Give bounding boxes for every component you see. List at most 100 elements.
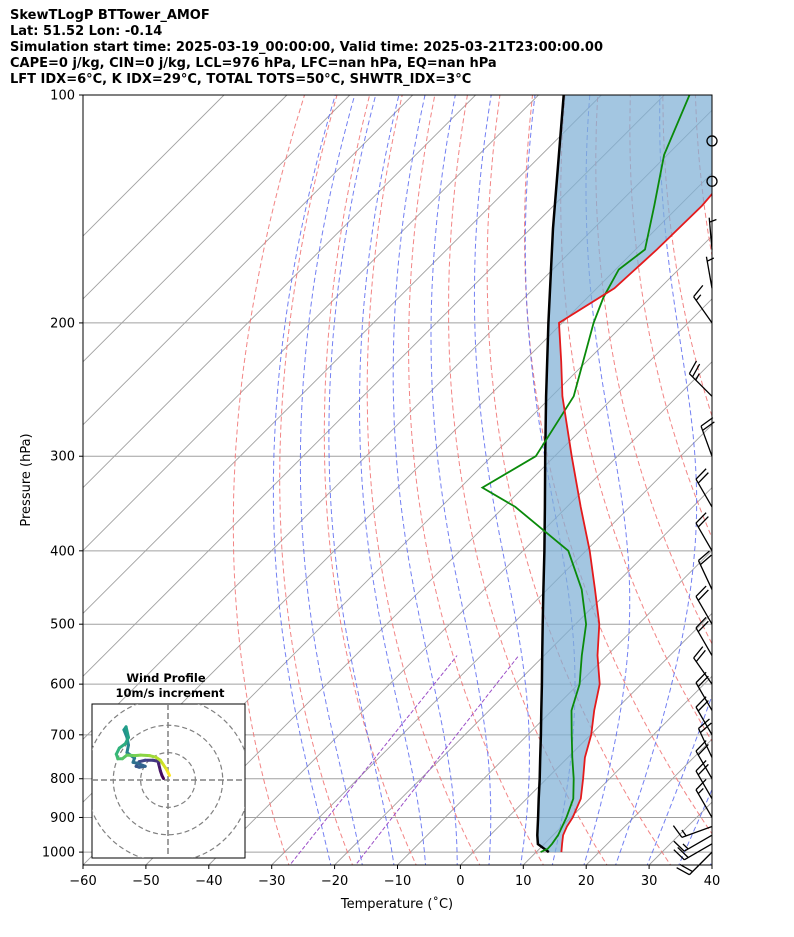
cape-area bbox=[537, 95, 712, 853]
wind-barb-staff bbox=[695, 522, 713, 552]
wind-barb-flag bbox=[695, 649, 706, 663]
x-axis-label: Temperature (˚C) bbox=[340, 896, 453, 912]
moist-adiabat-20 bbox=[583, 95, 631, 865]
hodograph-segment bbox=[124, 725, 130, 739]
y-tick-label: 800 bbox=[50, 772, 75, 787]
wind-barb-staff bbox=[695, 770, 713, 799]
wind-barb bbox=[688, 360, 713, 397]
wind-barb bbox=[672, 825, 713, 839]
temperature-profile-line bbox=[558, 192, 712, 853]
moist-adiabat--10 bbox=[328, 95, 395, 865]
title-line-1: SkewTLogP BTTower_AMOF bbox=[10, 8, 210, 23]
parcel-profile-line bbox=[536, 95, 565, 854]
x-tick-label: 30 bbox=[641, 874, 658, 889]
dry-adiabat-40 bbox=[523, 95, 712, 835]
wind-barb bbox=[695, 585, 713, 625]
wind-barb-staff bbox=[688, 373, 713, 397]
x-tick-label: −60 bbox=[69, 874, 96, 889]
wind-barb-flag bbox=[677, 846, 689, 858]
wind-barb-flag bbox=[672, 825, 683, 838]
wind-barb-flag bbox=[699, 722, 712, 734]
wind-barb-flag bbox=[697, 589, 709, 601]
dry-adiabat-80 bbox=[662, 95, 712, 418]
isotherm--110 bbox=[83, 95, 539, 552]
dewpoint-profile-line bbox=[480, 95, 691, 853]
wind-barb bbox=[673, 834, 713, 852]
wind-barb-flag bbox=[695, 585, 707, 597]
hodograph-ring bbox=[112, 724, 224, 836]
background-lines bbox=[83, 95, 794, 868]
y-tick-label: 100 bbox=[50, 89, 75, 104]
wind-barb-flag bbox=[700, 417, 714, 427]
x-tick-label: −50 bbox=[132, 874, 159, 889]
wind-barb-flag bbox=[695, 778, 707, 791]
isotherm-10 bbox=[522, 675, 712, 865]
x-tick-label: 20 bbox=[578, 874, 595, 889]
wind-barb-staff bbox=[695, 627, 713, 656]
isotherm--10 bbox=[397, 549, 712, 865]
isotherm--40 bbox=[208, 361, 712, 865]
dry-adiabat--20 bbox=[279, 95, 354, 865]
wind-barb-half-flag bbox=[695, 294, 702, 301]
wind-barb-staff bbox=[700, 425, 713, 457]
y-tick-label: 400 bbox=[50, 544, 75, 559]
x-tick-label: −40 bbox=[195, 874, 222, 889]
isotherm--130 bbox=[83, 95, 414, 426]
wind-barb-flag bbox=[695, 468, 707, 480]
wind-barb-flag bbox=[693, 284, 704, 298]
isotherm--90 bbox=[83, 95, 665, 677]
hodograph-inset: Wind Profile 10m/s increment bbox=[91, 671, 246, 859]
hodograph-segment bbox=[166, 770, 172, 777]
wind-barb-flag bbox=[676, 867, 690, 876]
isotherm--50 bbox=[145, 298, 712, 865]
wind-barb-staff bbox=[705, 256, 713, 289]
mixing-ratio-line-1 bbox=[354, 655, 520, 865]
wind-barb-staff bbox=[695, 706, 713, 736]
wind-barb bbox=[695, 778, 713, 818]
mixing-ratio-line-0 bbox=[289, 655, 458, 865]
wind-barb-flag bbox=[698, 718, 710, 730]
wind-barb bbox=[673, 843, 713, 861]
wind-barb-half-flag bbox=[709, 218, 717, 223]
wind-barb-staff bbox=[681, 825, 713, 839]
dry-adiabat-10 bbox=[408, 95, 544, 865]
cape-shading bbox=[537, 95, 712, 853]
title-line-3: Simulation start time: 2025-03-19_00:00:… bbox=[10, 40, 603, 55]
isotherm--160 bbox=[83, 95, 225, 237]
isotherm--30 bbox=[271, 424, 712, 865]
dry-adiabat-110 bbox=[761, 95, 794, 868]
y-tick-label: 200 bbox=[50, 316, 75, 331]
y-tick-label: 600 bbox=[50, 678, 75, 693]
wind-barbs bbox=[672, 135, 718, 876]
wind-barb-staff bbox=[695, 596, 713, 625]
dry-adiabat-60 bbox=[595, 95, 712, 645]
hodograph-title: Wind Profile bbox=[126, 671, 206, 685]
wind-barb-flag bbox=[695, 512, 707, 524]
dry-adiabat--30 bbox=[232, 95, 305, 865]
wind-barb bbox=[695, 512, 713, 552]
y-tick-label: 900 bbox=[50, 811, 75, 826]
moist-adiabat-0 bbox=[392, 95, 458, 865]
y-tick-label: 700 bbox=[50, 728, 75, 743]
wind-barb-calm bbox=[706, 175, 718, 187]
wind-barb-flag bbox=[697, 472, 709, 484]
dry-adiabat-20 bbox=[448, 95, 608, 865]
isotherm--20 bbox=[334, 486, 712, 865]
hodograph-ring bbox=[140, 752, 196, 808]
y-axis-label: Pressure (hPa) bbox=[19, 433, 34, 526]
wind-barb-staff bbox=[683, 834, 713, 852]
title-line-4: CAPE=0 j/kg, CIN=0 j/kg, LCL=976 hPa, LF… bbox=[10, 56, 497, 71]
wind-barb-flag bbox=[673, 840, 685, 852]
isotherm-40 bbox=[711, 864, 712, 865]
isotherm--100 bbox=[83, 95, 602, 615]
moist-adiabat-25 bbox=[615, 95, 698, 865]
moist-adiabat--20 bbox=[272, 95, 336, 865]
wind-barb bbox=[705, 256, 715, 289]
moist-adiabat-40 bbox=[709, 860, 712, 865]
wind-barb-staff bbox=[683, 843, 713, 861]
wind-barb-flag bbox=[695, 760, 707, 772]
wind-barb bbox=[676, 851, 713, 876]
wind-barb-half-flag bbox=[697, 787, 704, 795]
wind-barb-flag bbox=[673, 849, 685, 861]
